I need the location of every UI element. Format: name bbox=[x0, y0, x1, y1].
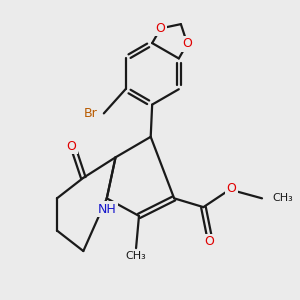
Text: O: O bbox=[204, 235, 214, 248]
Text: O: O bbox=[156, 22, 166, 35]
Text: O: O bbox=[226, 182, 236, 195]
Text: CH₃: CH₃ bbox=[272, 193, 293, 203]
Text: O: O bbox=[67, 140, 76, 153]
Text: O: O bbox=[182, 37, 192, 50]
Text: NH: NH bbox=[98, 203, 116, 216]
Text: CH₃: CH₃ bbox=[126, 251, 146, 261]
Text: Br: Br bbox=[84, 107, 98, 120]
